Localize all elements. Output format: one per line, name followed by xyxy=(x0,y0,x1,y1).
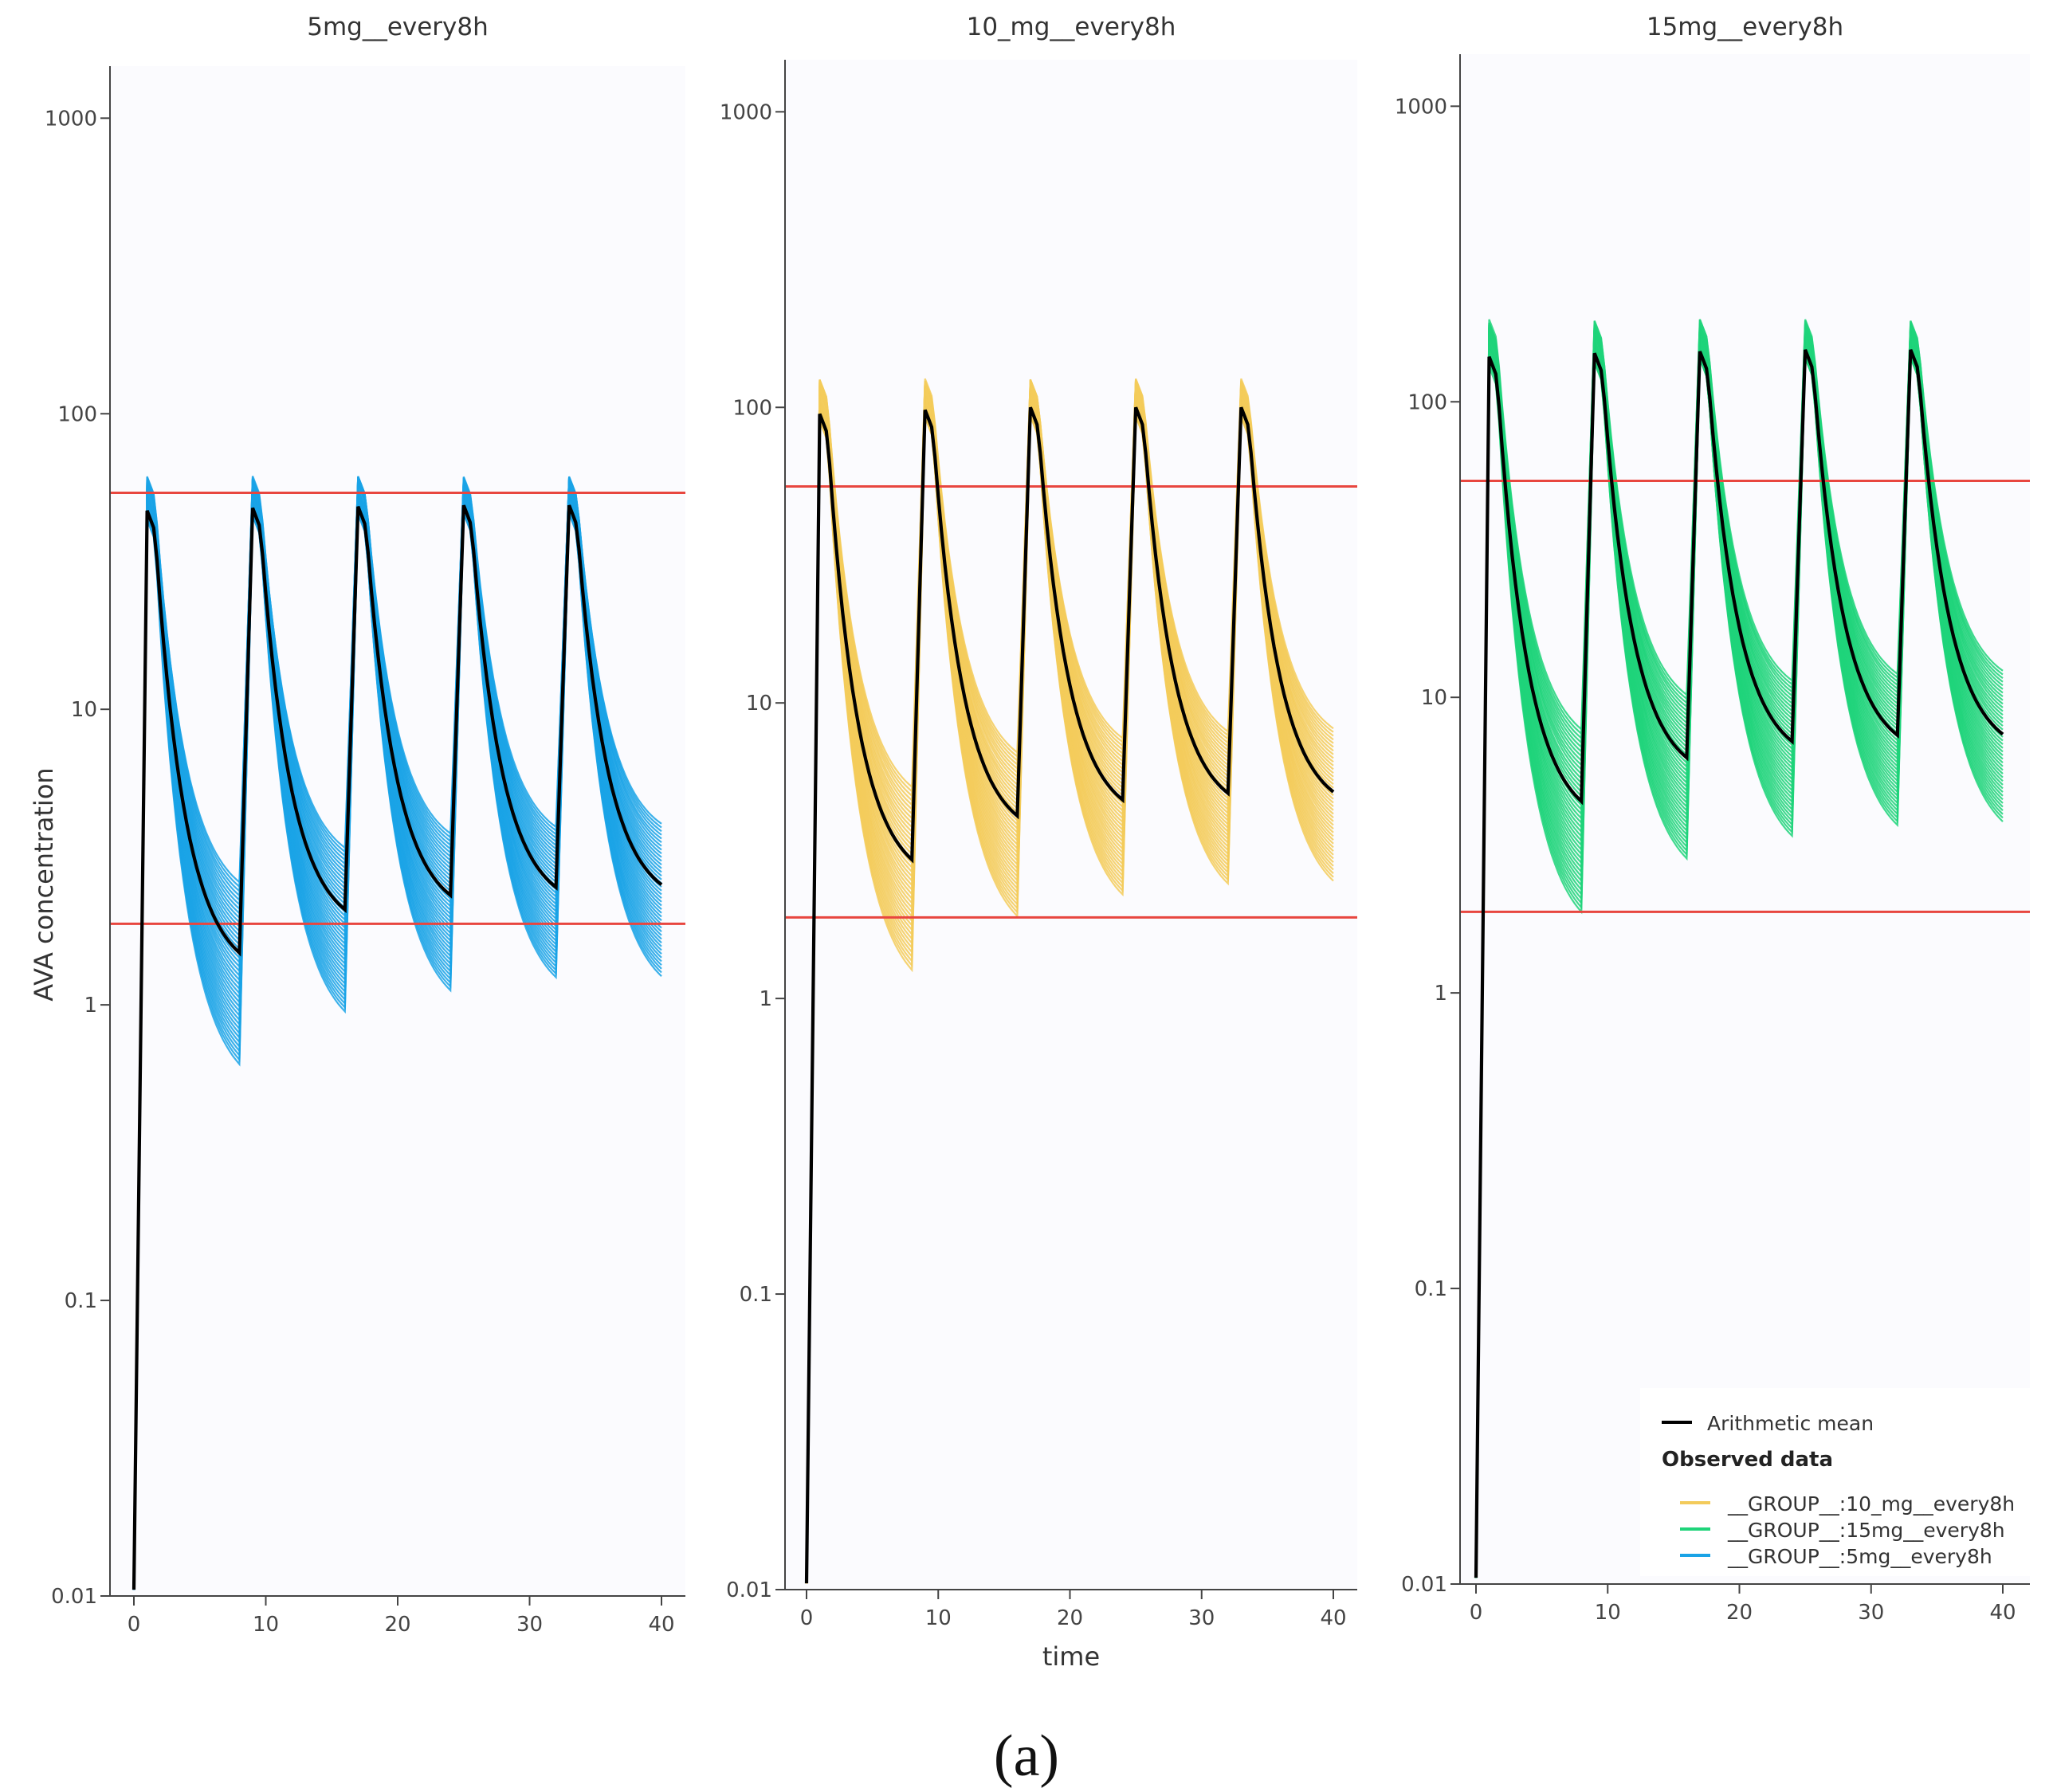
y-tick-label: 100 xyxy=(1407,390,1447,414)
y-tick-label: 100 xyxy=(732,396,772,420)
x-tick-label: 20 xyxy=(1726,1601,1753,1625)
x-tick-label: 10 xyxy=(925,1606,952,1630)
panel-1: 0.01 0.1 1 10 100 1000 0 10 20 30 40 5mg__every8h AV… xyxy=(29,13,685,1637)
y-tick-label: 1000 xyxy=(1395,95,1447,119)
x-tick-label: 30 xyxy=(1858,1601,1884,1625)
y-tick-label: 1000 xyxy=(45,107,97,131)
panel-title: 5mg__every8h xyxy=(307,13,489,41)
legend-heading: Observed data xyxy=(1662,1448,1833,1472)
x-tick-label: 30 xyxy=(1188,1606,1215,1630)
legend-item-10mg: __GROUP__:10_mg__every8h xyxy=(1727,1492,2015,1516)
plot-content xyxy=(1460,319,2030,1578)
x-tick-label: 40 xyxy=(1989,1601,2016,1625)
panel-3: 0.01 0.1 1 10 100 1000 0 10 20 30 40 15mg__every8h xyxy=(1395,13,2030,1625)
legend-box xyxy=(1640,1388,2037,1576)
legend-item-15mg: __GROUP__:15mg__every8h xyxy=(1727,1519,2005,1542)
y-tick-label: 0.01 xyxy=(1401,1573,1447,1597)
y-tick-label: 0.1 xyxy=(1415,1277,1447,1301)
x-tick-label: 0 xyxy=(800,1606,814,1630)
x-tick-label: 20 xyxy=(1057,1606,1083,1630)
x-tick-label: 30 xyxy=(516,1613,543,1637)
figure-label: (a) xyxy=(994,1723,1059,1789)
x-tick-label: 0 xyxy=(1470,1601,1483,1625)
y-axis-label: AVA concentration xyxy=(29,767,59,1001)
legend-item-5mg: __GROUP__:5mg__every8h xyxy=(1727,1545,1992,1568)
panel-2: 0.01 0.1 1 10 100 1000 0 10 20 30 40 10_mg__every8h… xyxy=(720,13,1357,1672)
x-tick-label: 10 xyxy=(1595,1601,1621,1625)
y-tick-label: 1 xyxy=(759,987,772,1011)
y-tick-label: 10 xyxy=(1421,686,1447,710)
y-tick-label: 0.1 xyxy=(740,1283,772,1307)
individual-curve xyxy=(1474,319,2004,1578)
y-tick-label: 0.01 xyxy=(726,1578,772,1602)
x-tick-label: 40 xyxy=(1320,1606,1346,1630)
x-tick-label: 10 xyxy=(253,1613,279,1637)
legend-mean-label: Arithmetic mean xyxy=(1707,1412,1874,1435)
y-tick-label: 1000 xyxy=(720,100,772,124)
mean-curve xyxy=(1474,349,2004,1578)
plot-content xyxy=(785,378,1357,1584)
y-tick-label: 100 xyxy=(57,402,97,426)
x-tick-label: 40 xyxy=(648,1613,674,1637)
individual-curve xyxy=(805,378,1334,1584)
x-tick-label: 20 xyxy=(384,1613,410,1637)
y-tick-label: 0.01 xyxy=(51,1585,97,1609)
y-tick-label: 1 xyxy=(1434,982,1447,1006)
individual-curve xyxy=(132,476,662,1590)
y-tick-label: 10 xyxy=(71,698,97,722)
panel-title: 15mg__every8h xyxy=(1647,13,1843,41)
x-axis-label: time xyxy=(1042,1641,1100,1672)
y-tick-label: 10 xyxy=(746,692,772,716)
mean-curve xyxy=(804,406,1335,1584)
plot-content xyxy=(110,476,685,1590)
panel-title: 10_mg__every8h xyxy=(967,13,1176,41)
legend: Arithmetic mean Observed data __GROUP__:… xyxy=(1640,1388,2037,1576)
x-tick-label: 0 xyxy=(128,1613,141,1637)
y-tick-label: 0.1 xyxy=(65,1289,97,1313)
y-tick-label: 1 xyxy=(84,994,97,1018)
mean-curve xyxy=(132,504,663,1590)
